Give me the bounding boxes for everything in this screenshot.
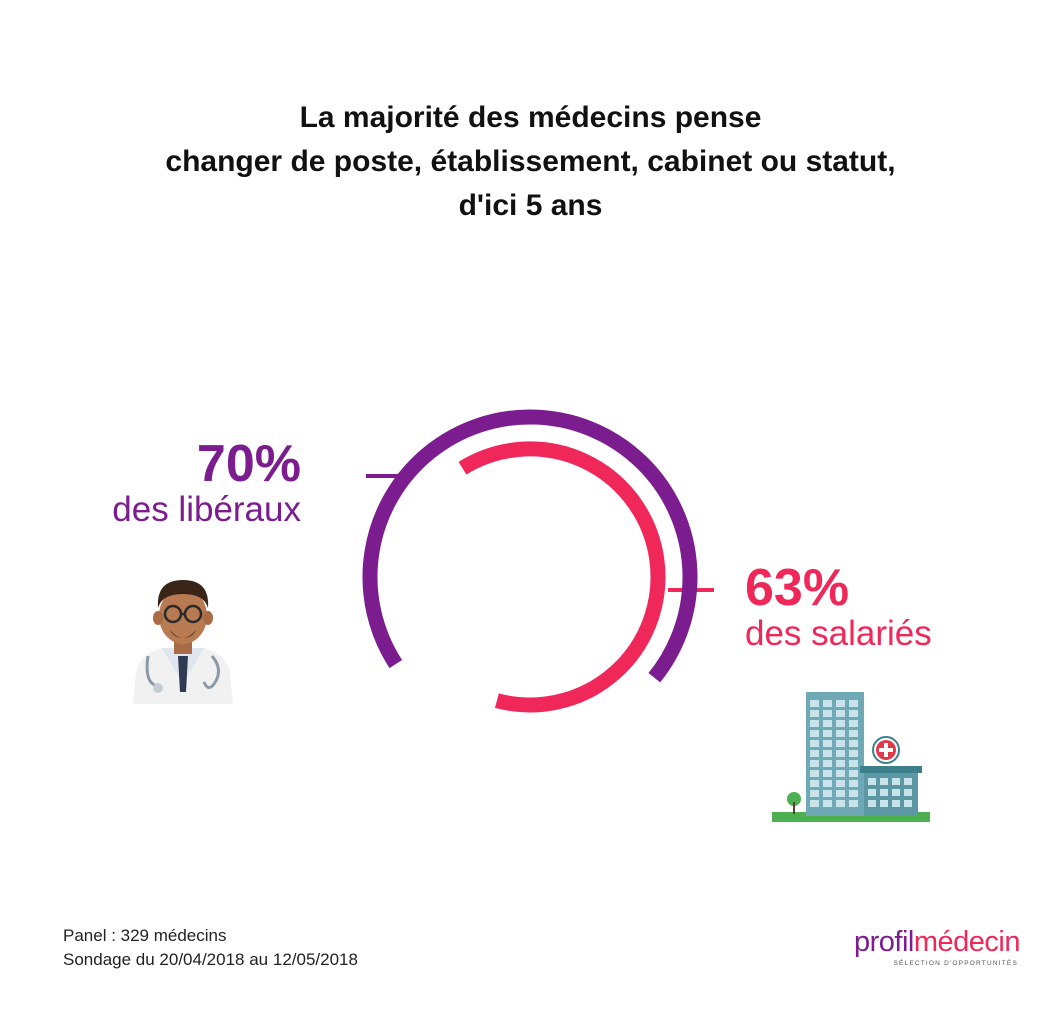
hospital-window <box>810 750 819 757</box>
hospital-window <box>880 800 888 807</box>
hospital-window <box>810 730 819 737</box>
hospital-window <box>849 770 858 777</box>
hospital-window <box>810 720 819 727</box>
hospital-window <box>823 710 832 717</box>
hospital-window <box>836 700 845 707</box>
chart-title: La majorité des médecins pense changer d… <box>0 96 1061 228</box>
title-line-3: d'ici 5 ans <box>458 189 603 222</box>
hospital-window <box>849 710 858 717</box>
hospital-window <box>836 720 845 727</box>
hospital-window <box>904 789 912 796</box>
hospital-window <box>892 778 900 785</box>
hospital-window <box>849 780 858 787</box>
hospital-window <box>823 760 832 767</box>
hospital-window <box>849 720 858 727</box>
hospital-window <box>880 789 888 796</box>
hospital-window <box>892 800 900 807</box>
hospital-window <box>836 750 845 757</box>
hospital-window <box>849 730 858 737</box>
hospital-window <box>823 730 832 737</box>
hospital-window <box>849 750 858 757</box>
label-salaries: des salariés <box>745 614 932 653</box>
footer: Panel : 329 médecins Sondage du 20/04/20… <box>63 924 358 972</box>
hospital-window <box>849 760 858 767</box>
logo-tagline: SÉLECTION D'OPPORTUNITÉS <box>893 960 1018 967</box>
hospital-window <box>836 710 845 717</box>
hospital-window <box>823 780 832 787</box>
hospital-window <box>868 789 876 796</box>
hospital-window <box>880 778 888 785</box>
hospital-window <box>836 760 845 767</box>
survey-dates: Sondage du 20/04/2018 au 12/05/2018 <box>63 950 358 969</box>
doctor-icon <box>133 580 233 704</box>
title-line-2: changer de poste, établissement, cabinet… <box>165 145 896 178</box>
hospital-window <box>810 800 819 807</box>
hospital-window <box>836 800 845 807</box>
hospital-window <box>849 800 858 807</box>
hospital-window <box>904 778 912 785</box>
hospital-window <box>892 789 900 796</box>
hospital-window <box>836 780 845 787</box>
hospital-window <box>810 790 819 797</box>
hospital-window <box>823 770 832 777</box>
logo-part2: médecin <box>913 926 1021 958</box>
percent-liberaux: 70% <box>196 435 301 493</box>
hospital-window <box>868 778 876 785</box>
hospital-window <box>836 770 845 777</box>
percent-salaries: 63% <box>745 559 850 617</box>
hospital-window <box>823 790 832 797</box>
logo-wordmark: profilmédecin <box>854 926 1020 958</box>
arc-liberaux <box>362 409 698 683</box>
hospital-window <box>810 740 819 747</box>
arc-salaries <box>458 441 666 713</box>
hospital-window <box>836 740 845 747</box>
hospital-window <box>836 790 845 797</box>
hospital-window <box>810 780 819 787</box>
hospital-building-icon <box>772 692 930 822</box>
hospital-window <box>849 790 858 797</box>
hospital-window <box>810 760 819 767</box>
label-liberaux: des libéraux <box>112 490 301 529</box>
hospital-window <box>823 800 832 807</box>
hospital-window <box>836 730 845 737</box>
brand-logo: profilmédecin SÉLECTION D'OPPORTUNITÉS <box>830 926 1020 972</box>
hospital-window <box>904 800 912 807</box>
hospital-window <box>823 740 832 747</box>
hospital-window <box>868 800 876 807</box>
title-line-1: La majorité des médecins pense <box>299 101 762 134</box>
hospital-window <box>849 700 858 707</box>
hospital-window <box>810 770 819 777</box>
hospital-window <box>810 710 819 717</box>
hospital-window <box>823 700 832 707</box>
hospital-window <box>810 700 819 707</box>
logo-part1: profil <box>854 926 914 958</box>
hospital-window <box>823 720 832 727</box>
hospital-window <box>849 740 858 747</box>
panel-text: Panel : 329 médecins <box>63 926 227 945</box>
hospital-window <box>823 750 832 757</box>
